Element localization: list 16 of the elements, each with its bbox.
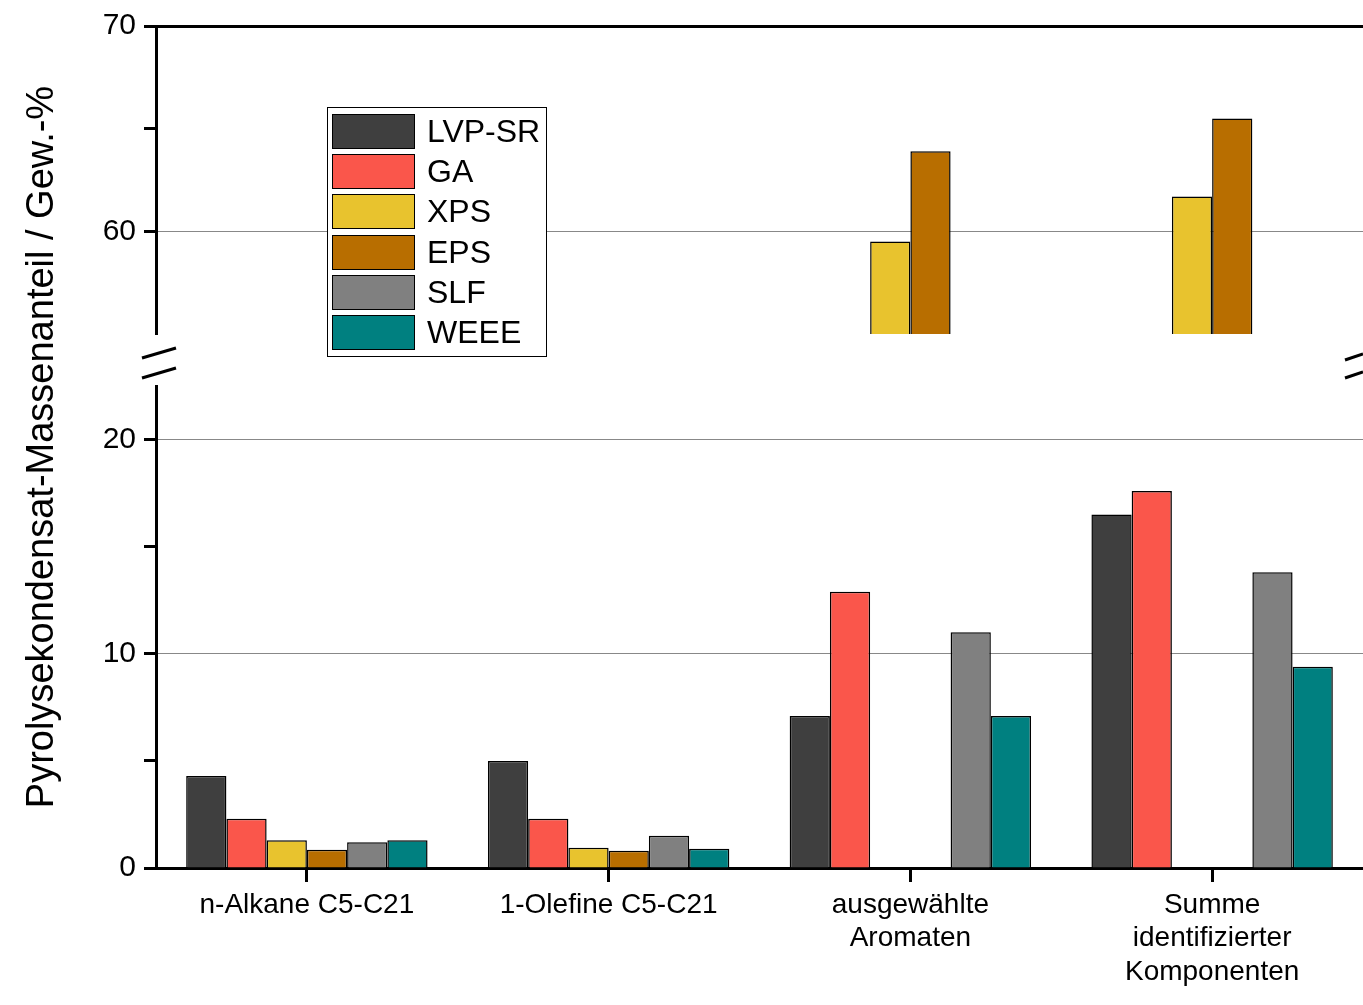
y-tick-label: 20 [102, 420, 136, 454]
x-tick-label: n-Alkane C5-C21 [199, 887, 415, 919]
legend-label: SLF [427, 273, 486, 311]
legend-label: WEEE [427, 314, 522, 352]
y-tick-label: 70 [102, 7, 136, 41]
x-tick-label: Summe identifizierter Komponenten [1124, 887, 1300, 986]
legend-label: EPS [427, 233, 492, 271]
legend-label: GA [427, 152, 474, 190]
x-tick-label: 1-Olefine C5-C21 [499, 887, 718, 919]
y-tick-label: 60 [102, 212, 136, 246]
y-tick-label: 0 [119, 849, 136, 883]
legend-label: XPS [427, 193, 492, 231]
x-tick-label: ausgewählte Aromaten [831, 887, 989, 953]
y-tick-label: 10 [102, 635, 136, 669]
y-axis-title: Pyrolysekondensat-Massenanteil / Gew.-% [18, 85, 62, 809]
legend-label: LVP-SR [427, 112, 541, 150]
